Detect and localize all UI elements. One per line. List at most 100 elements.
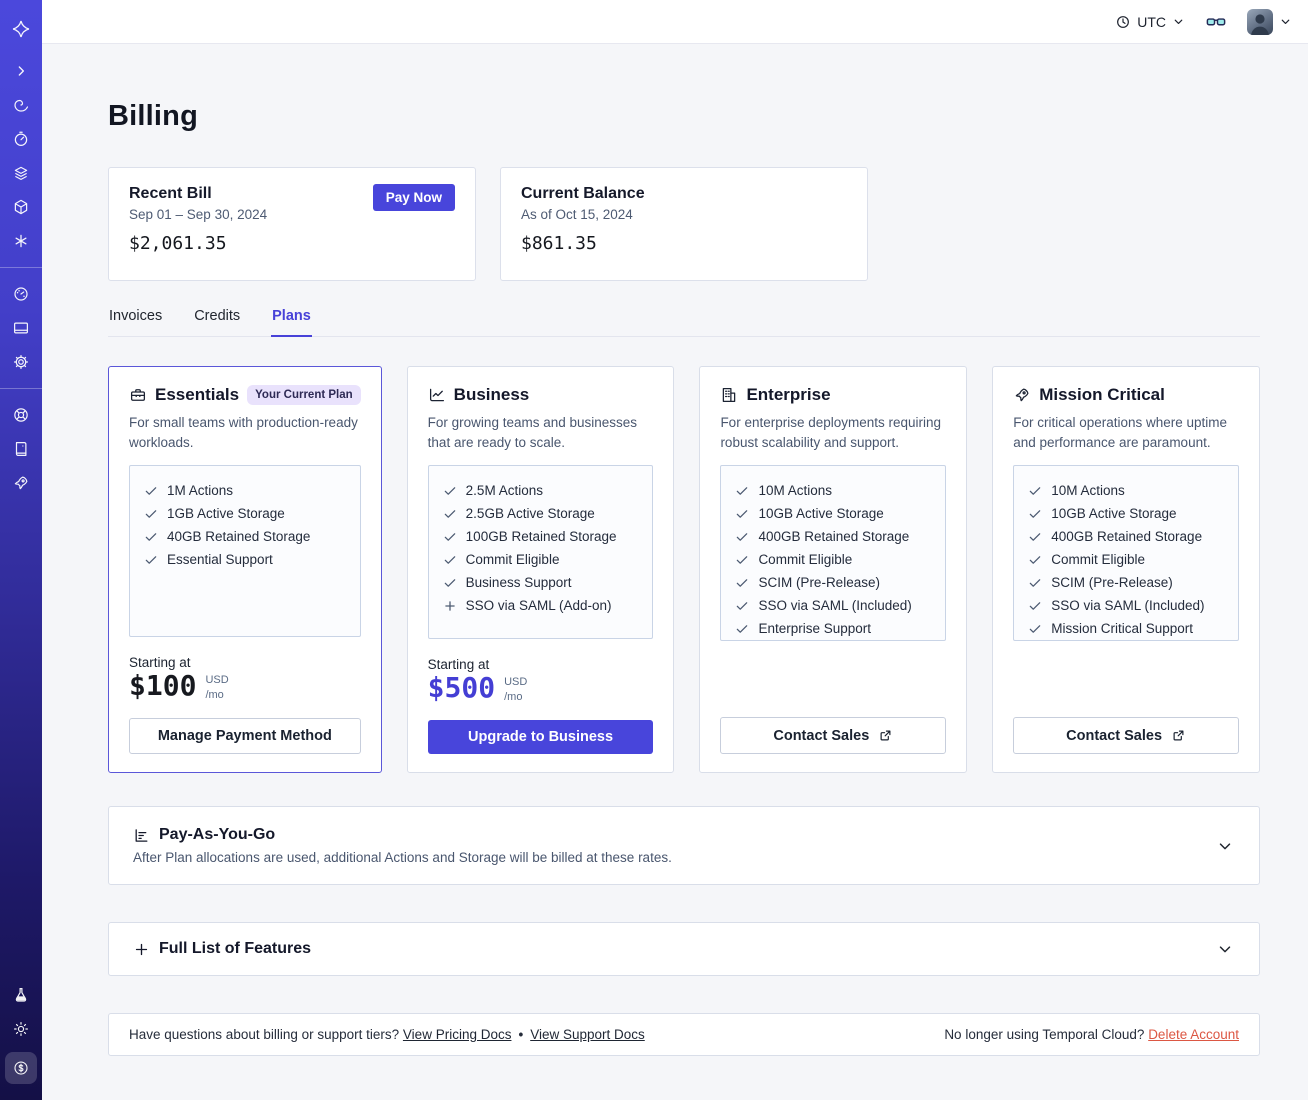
plan-feature: Commit Eligible <box>443 552 639 567</box>
check-icon <box>735 622 749 636</box>
cube-icon[interactable] <box>4 192 38 222</box>
sidebar <box>0 0 42 1100</box>
lifebuoy-icon[interactable] <box>4 400 38 430</box>
check-icon <box>1028 484 1042 498</box>
plan-card-business: Business For growing teams and businesse… <box>406 366 675 773</box>
full-list-of-features-section[interactable]: Full List of Features <box>108 922 1260 976</box>
dollar-coin-icon[interactable] <box>5 1052 37 1084</box>
plan-feature: Commit Eligible <box>1028 552 1224 567</box>
account-menu[interactable] <box>1247 8 1292 35</box>
external-link-icon <box>878 728 893 743</box>
plan-name: Enterprise <box>746 385 831 404</box>
pay-now-button[interactable]: Pay Now <box>372 184 455 211</box>
plan-card-enterprise: Enterprise For enterprise deployments re… <box>699 366 968 773</box>
plan-card-mission-critical: Mission Critical For critical operations… <box>992 366 1260 773</box>
flask-icon[interactable] <box>4 980 38 1010</box>
payg-description: After Plan allocations are used, additio… <box>133 850 672 865</box>
delete-prompt: No longer using Temporal Cloud? <box>944 1027 1149 1042</box>
check-icon <box>735 530 749 544</box>
book-icon[interactable] <box>4 434 38 464</box>
plan-description: For enterprise deployments requiring rob… <box>720 415 942 450</box>
plan-description: For growing teams and businesses that ar… <box>427 415 638 450</box>
link-separator: • <box>518 1027 524 1042</box>
chevron-down-icon <box>1172 15 1185 28</box>
feature-box: 10M Actions 10GB Active Storage 400GB Re… <box>720 465 947 642</box>
plan-name: Essentials <box>155 385 240 404</box>
asterisk-icon[interactable] <box>4 226 38 256</box>
check-icon <box>735 599 749 613</box>
plan-feature: Essential Support <box>144 552 346 567</box>
tab-credits[interactable]: Credits <box>194 308 241 324</box>
timezone-selector[interactable]: UTC <box>1115 14 1185 30</box>
check-icon <box>443 507 457 521</box>
sun-icon[interactable] <box>4 1014 38 1044</box>
plan-feature: Business Support <box>443 575 639 590</box>
plan-feature: 400GB Retained Storage <box>735 529 931 544</box>
check-icon <box>1028 553 1042 567</box>
current-balance-amount: $861.35 <box>521 233 597 254</box>
tab-plans[interactable]: Plans <box>271 308 312 337</box>
plan-feature: SSO via SAML (Included) <box>1028 598 1224 613</box>
upgrade-to-business-button[interactable]: Upgrade to Business <box>427 719 654 754</box>
page-title: Billing <box>108 100 199 132</box>
check-icon <box>144 507 158 521</box>
plan-feature: SSO via SAML (Add-on) <box>443 598 639 613</box>
layers-icon[interactable] <box>4 158 38 188</box>
contact-sales-button[interactable]: Contact Sales <box>1013 717 1239 754</box>
chevron-down-icon[interactable] <box>1216 940 1234 958</box>
feature-box: 1M Actions 1GB Active Storage 40GB Retai… <box>129 465 361 638</box>
plan-feature: 10M Actions <box>1028 483 1224 498</box>
plan-feature: Commit Eligible <box>735 552 931 567</box>
temporal-logo-icon[interactable] <box>4 12 38 46</box>
current-balance-asof: As of Oct 15, 2024 <box>521 207 633 222</box>
plan-feature: SSO via SAML (Included) <box>735 598 931 613</box>
plus-icon <box>133 941 150 958</box>
check-icon <box>443 484 457 498</box>
plan-feature: 400GB Retained Storage <box>1028 529 1224 544</box>
plan-feature: 1M Actions <box>144 483 346 498</box>
check-icon <box>144 484 158 498</box>
plan-description: For critical operations where uptime and… <box>1013 415 1228 450</box>
toolbox-icon <box>129 386 147 404</box>
sidebar-divider <box>0 388 42 389</box>
billing-tabs: Invoices Credits Plans <box>108 308 1260 337</box>
check-icon <box>1028 576 1042 590</box>
price-block: Starting at $100 USD/mo <box>129 655 361 703</box>
chevron-right-icon[interactable] <box>4 56 38 86</box>
footer-left: Have questions about billing or support … <box>129 1027 645 1042</box>
chevron-down-icon <box>1279 15 1292 28</box>
glasses-icon[interactable] <box>1205 11 1227 33</box>
delete-account-link[interactable]: Delete Account <box>1148 1027 1239 1042</box>
plan-feature: 10M Actions <box>735 483 931 498</box>
check-icon <box>735 553 749 567</box>
plan-feature: 2.5M Actions <box>443 483 639 498</box>
plan-description: For small teams with production-ready wo… <box>129 415 358 450</box>
starting-at-label: Starting at <box>427 657 490 673</box>
recent-bill-card: Recent Bill Sep 01 – Sep 30, 2024 $2,061… <box>108 167 476 281</box>
plan-feature: 1GB Active Storage <box>144 506 346 521</box>
timer-icon[interactable] <box>4 124 38 154</box>
gauge-icon[interactable] <box>4 279 38 309</box>
building-icon <box>720 386 738 404</box>
card-icon[interactable] <box>4 313 38 343</box>
view-support-docs-link[interactable]: View Support Docs <box>530 1027 645 1042</box>
payg-chart-icon <box>133 827 150 844</box>
tab-invoices[interactable]: Invoices <box>109 308 163 324</box>
chevron-down-icon[interactable] <box>1216 837 1234 855</box>
view-pricing-docs-link[interactable]: View Pricing Docs <box>402 1027 512 1042</box>
plan-card-essentials: Essentials Your Current Plan For small t… <box>108 366 382 773</box>
gear-icon[interactable] <box>4 347 38 377</box>
spiral-icon[interactable] <box>4 90 38 120</box>
plan-feature: 10GB Active Storage <box>1028 506 1224 521</box>
manage-payment-method-button[interactable]: Manage Payment Method <box>129 717 361 754</box>
rocket-icon[interactable] <box>4 468 38 498</box>
rocket-icon <box>1013 386 1031 404</box>
billing-page: Billing Recent Bill Sep 01 – Sep 30, 202… <box>42 0 1308 1056</box>
recent-bill-amount: $2,061.35 <box>129 233 227 254</box>
contact-sales-button[interactable]: Contact Sales <box>720 717 947 754</box>
avatar[interactable] <box>1247 8 1273 35</box>
pay-as-you-go-section[interactable]: Pay-As-You-Go After Plan allocations are… <box>108 806 1260 885</box>
check-icon <box>144 553 158 567</box>
plan-feature: SCIM (Pre-Release) <box>1028 575 1224 590</box>
billing-footer: Have questions about billing or support … <box>108 1013 1260 1056</box>
